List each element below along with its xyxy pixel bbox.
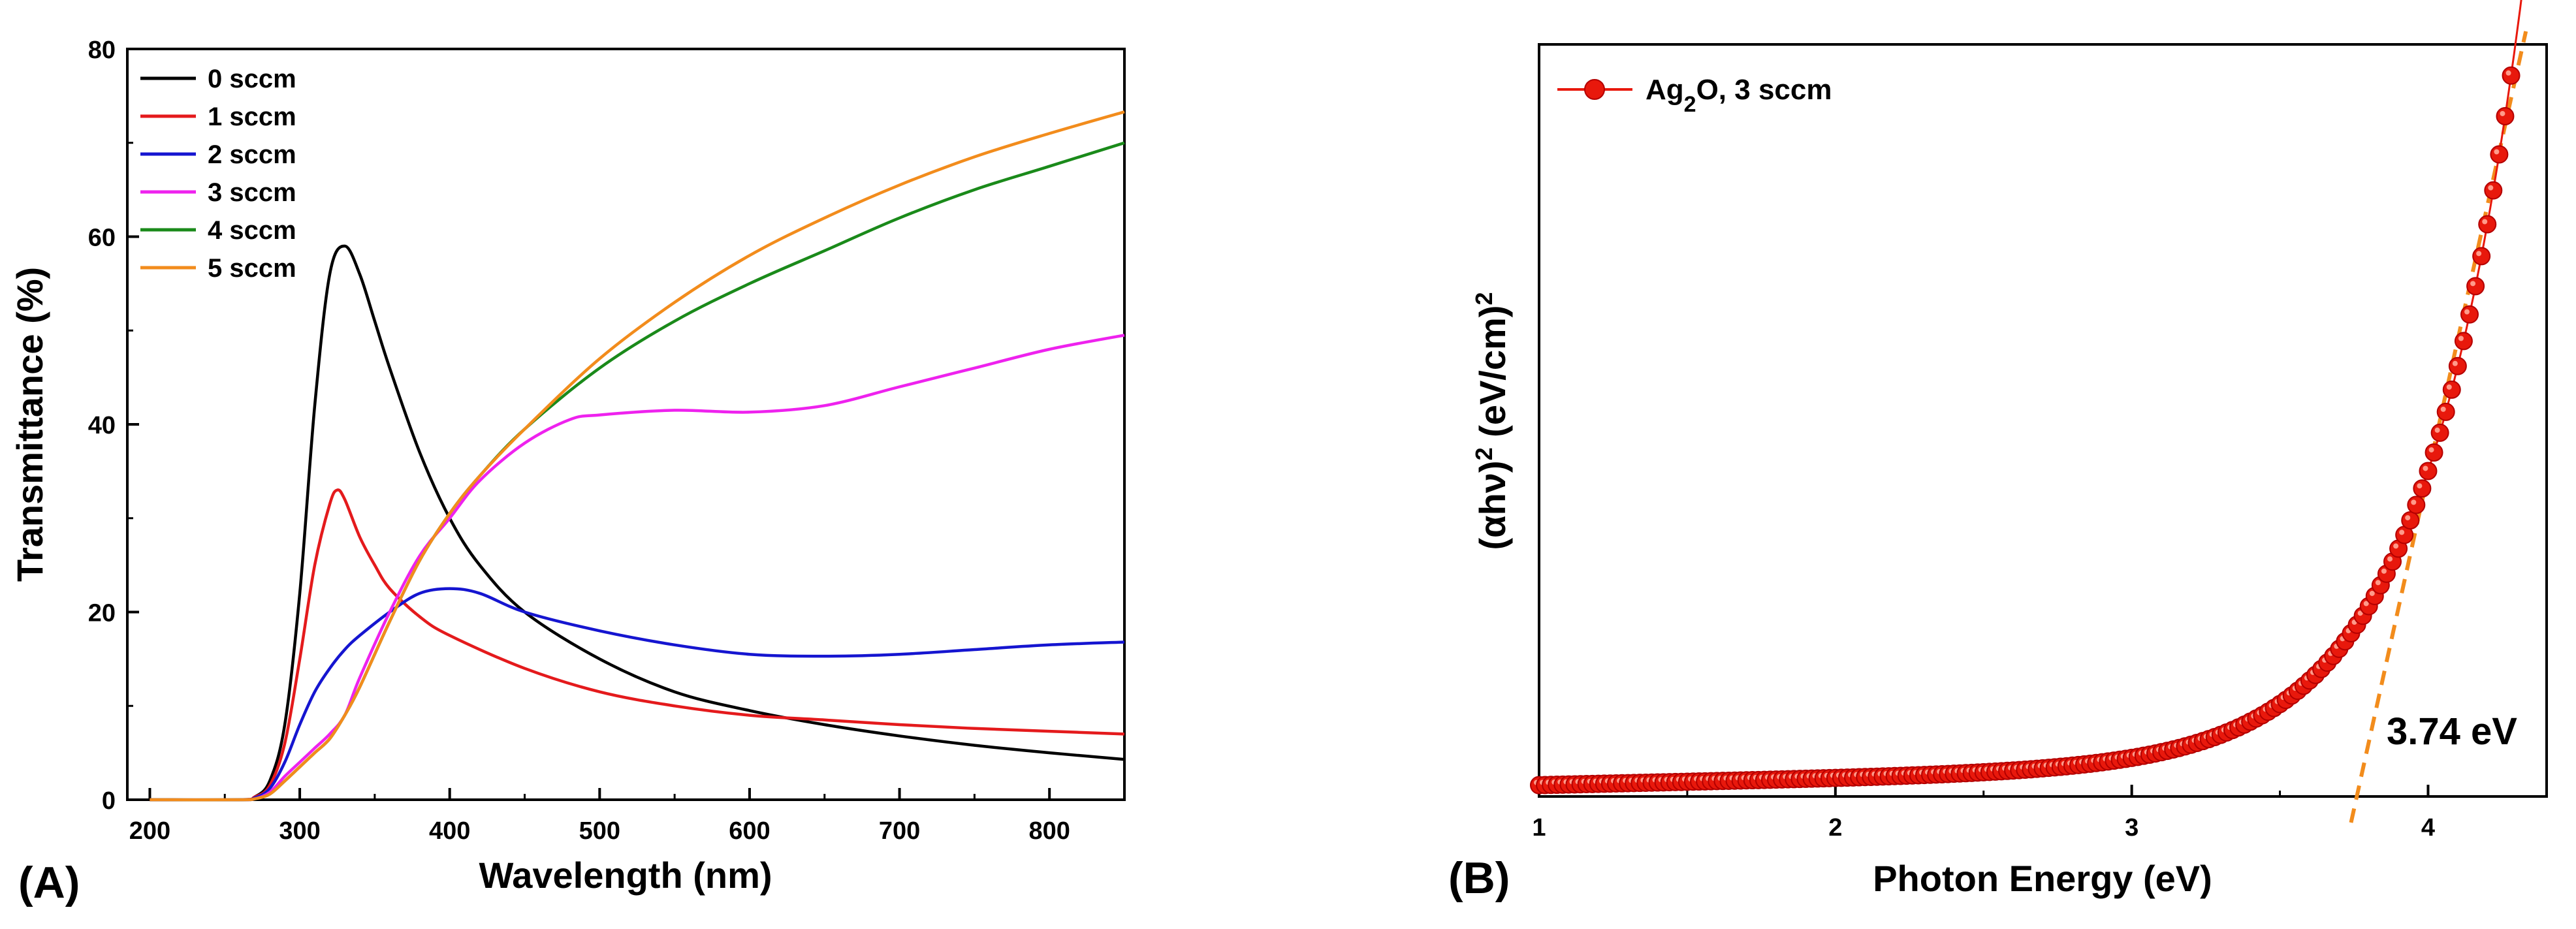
data-point-highlight	[2446, 384, 2452, 390]
data-point	[2466, 277, 2485, 296]
data-point-highlight	[2476, 251, 2482, 257]
data-point	[2442, 380, 2461, 399]
data-point	[2413, 479, 2432, 498]
x-tick-label-a: 500	[579, 817, 620, 845]
data-point-highlight	[2470, 281, 2476, 287]
legend-label-4-sccm: 4 sccm	[208, 216, 296, 245]
data-point	[2430, 423, 2449, 442]
data-point-highlight	[2494, 149, 2500, 155]
data-point	[2502, 66, 2520, 85]
y-tick-label-a: 60	[88, 225, 116, 252]
axis-ticks-b: 1 2 3 4	[1532, 785, 2435, 842]
y-tick-label-a: 0	[102, 787, 116, 815]
data-point-highlight	[2405, 515, 2411, 521]
data-point	[2448, 356, 2467, 375]
axis-ticks-a: 200 300 400 500 600 700 800 0 20 40 60 80	[88, 37, 1126, 845]
data-point-highlight	[2482, 219, 2488, 225]
data-point-highlight	[2375, 580, 2381, 586]
x-axis-title-a: Wavelength (nm)	[479, 855, 772, 896]
plot-frame-b	[1538, 43, 2548, 798]
x-tick-label-a: 600	[729, 817, 770, 845]
data-point	[2454, 332, 2473, 351]
data-point	[2472, 247, 2491, 266]
data-point-highlight	[2411, 499, 2417, 505]
data-point-highlight	[2440, 406, 2446, 412]
y-tick-label-a: 20	[88, 600, 116, 627]
legend-marker-ag2o	[1584, 79, 1605, 100]
data-line	[1538, 0, 2522, 787]
series-line-2-sccm	[150, 587, 1125, 802]
series-line-1-sccm	[150, 488, 1125, 802]
data-point	[2419, 462, 2438, 480]
x-tick-label-a: 700	[879, 817, 920, 845]
series-line-5-sccm	[150, 110, 1125, 802]
data-point-highlight	[2369, 590, 2375, 596]
legend-label-3-sccm: 3 sccm	[208, 178, 296, 207]
data-point	[2496, 106, 2515, 125]
data-point-highlight	[2417, 483, 2423, 489]
x-tick-label-b: 1	[1532, 814, 1546, 842]
panel-label-a: (A)	[18, 858, 80, 907]
data-point-highlight	[2399, 529, 2405, 535]
panel-label-b: (B)	[1448, 853, 1510, 903]
data-point	[2436, 402, 2455, 421]
y-axis-title-a: Transmittance (%)	[9, 267, 50, 582]
x-tick-label-a: 300	[279, 817, 320, 845]
data-point	[2478, 215, 2497, 234]
x-tick-label-a: 200	[129, 817, 170, 845]
series-lines-a	[150, 110, 1125, 802]
data-point	[2407, 496, 2426, 514]
data-point-highlight	[2505, 70, 2511, 76]
legend-label-2-sccm: 2 sccm	[208, 140, 296, 169]
y-tick-label-a: 40	[88, 412, 116, 439]
data-point-highlight	[2458, 336, 2464, 341]
series-line-0-sccm	[150, 244, 1125, 802]
data-point-highlight	[2488, 185, 2494, 191]
legend-label-5-sccm: 5 sccm	[208, 254, 296, 283]
panel-a: 200 300 400 500 600 700 800 0 20 40 60 80 0 sccm 1 s…	[9, 37, 1126, 907]
data-point-highlight	[2428, 447, 2434, 453]
data-point-highlight	[2387, 556, 2393, 562]
data-point	[2425, 443, 2443, 462]
x-tick-label-b: 4	[2421, 814, 2435, 842]
legend-a: 0 sccm 1 sccm 2 sccm 3 sccm 4 sccm 5 sccm	[140, 65, 296, 283]
data-point-highlight	[2423, 465, 2428, 471]
x-tick-label-a: 400	[429, 817, 470, 845]
x-tick-label-b: 2	[1828, 814, 1842, 842]
data-point-highlight	[2464, 309, 2470, 315]
legend-label-0-sccm: 0 sccm	[208, 65, 296, 93]
series-line-3-sccm	[150, 334, 1125, 802]
data-point	[2484, 181, 2503, 200]
data-point-highlight	[2452, 360, 2458, 366]
x-tick-label-a: 800	[1028, 817, 1070, 845]
legend-label-1-sccm: 1 sccm	[208, 102, 296, 131]
data-point-highlight	[2393, 543, 2399, 549]
x-tick-label-b: 3	[2125, 814, 2139, 842]
data-point-highlight	[2381, 568, 2387, 574]
panel-b: 1 2 3 4 Ag2O, 3 sccm 3.74 eV Photon Energy …	[1448, 0, 2548, 903]
legend-label-ag2o: Ag2O, 3 sccm	[1646, 74, 1832, 117]
y-axis-title-b: (αhν)2 (eV/cm)2	[1471, 292, 1514, 550]
data-point	[2401, 511, 2420, 530]
data-point-highlight	[2434, 427, 2440, 433]
data-point	[2490, 145, 2509, 164]
data-point-highlight	[2357, 610, 2363, 616]
x-axis-title-b: Photon Energy (eV)	[1873, 858, 2212, 899]
data-point	[2460, 305, 2479, 324]
y-tick-label-a: 80	[88, 37, 116, 64]
data-point-highlight	[2500, 110, 2505, 116]
data-point-highlight	[2363, 601, 2369, 606]
series-points-b	[1530, 0, 2522, 795]
bandgap-annotation: 3.74 eV	[2387, 710, 2517, 753]
legend-b: Ag2O, 3 sccm	[1557, 74, 1832, 117]
